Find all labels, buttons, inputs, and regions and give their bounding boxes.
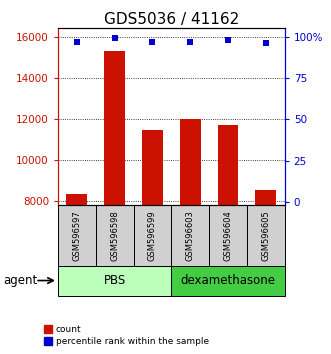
Bar	[247, 205, 285, 266]
Text: GSM596599: GSM596599	[148, 210, 157, 261]
Text: GSM596605: GSM596605	[261, 210, 270, 261]
Text: GSM596603: GSM596603	[186, 210, 195, 261]
Bar	[171, 205, 209, 266]
Title: GDS5036 / 41162: GDS5036 / 41162	[104, 12, 239, 27]
Point	[188, 39, 193, 44]
Bar	[180, 119, 201, 205]
Point	[74, 39, 79, 44]
Bar	[58, 266, 171, 296]
Legend: count, percentile rank within the sample: count, percentile rank within the sample	[44, 325, 209, 346]
Point	[150, 39, 155, 44]
Bar	[133, 205, 171, 266]
Bar	[171, 266, 285, 296]
Bar	[104, 51, 125, 205]
Bar	[142, 130, 163, 205]
Text: dexamethasone: dexamethasone	[180, 274, 275, 287]
Bar	[96, 205, 133, 266]
Point	[225, 37, 231, 43]
Bar	[67, 194, 87, 205]
Bar	[256, 190, 276, 205]
Bar	[217, 125, 238, 205]
Text: GSM596598: GSM596598	[110, 210, 119, 261]
Text: agent: agent	[3, 274, 37, 287]
Text: PBS: PBS	[104, 274, 126, 287]
Point	[112, 35, 117, 41]
Text: GSM596597: GSM596597	[72, 210, 81, 261]
Text: GSM596604: GSM596604	[223, 210, 232, 261]
Point	[263, 40, 268, 46]
Bar	[209, 205, 247, 266]
Bar	[58, 205, 96, 266]
